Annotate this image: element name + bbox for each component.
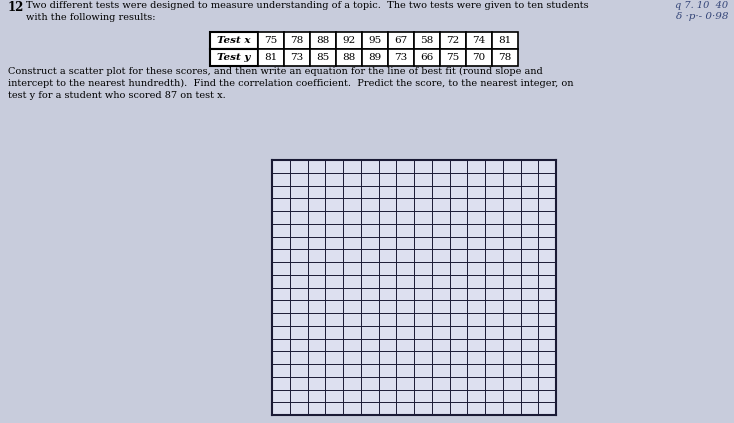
Text: intercept to the nearest hundredth).  Find the correlation coefficient.  Predict: intercept to the nearest hundredth). Fin… xyxy=(8,79,573,88)
Bar xyxy=(492,32,518,49)
Bar xyxy=(492,49,518,66)
Text: 75: 75 xyxy=(446,53,459,62)
Text: q 7. 10  40: q 7. 10 40 xyxy=(675,1,728,10)
Bar xyxy=(440,32,466,49)
Bar xyxy=(284,32,310,49)
Text: 66: 66 xyxy=(421,53,434,62)
Text: 78: 78 xyxy=(291,36,304,45)
Text: with the following results:: with the following results: xyxy=(26,13,156,22)
Bar xyxy=(336,49,362,66)
Bar xyxy=(310,49,336,66)
Bar xyxy=(388,49,414,66)
Bar xyxy=(440,49,466,66)
Bar xyxy=(466,32,492,49)
Text: 92: 92 xyxy=(342,36,356,45)
Bar xyxy=(258,49,284,66)
Bar xyxy=(388,32,414,49)
Bar xyxy=(362,32,388,49)
Text: 88: 88 xyxy=(316,36,330,45)
Bar xyxy=(210,32,258,49)
Text: 67: 67 xyxy=(394,36,407,45)
Text: 73: 73 xyxy=(291,53,304,62)
Text: δ ·p·- 0·98: δ ·p·- 0·98 xyxy=(675,12,728,21)
Text: 89: 89 xyxy=(368,53,382,62)
Text: 74: 74 xyxy=(473,36,486,45)
Text: Construct a scatter plot for these scores, and then write an equation for the li: Construct a scatter plot for these score… xyxy=(8,67,542,76)
Text: 85: 85 xyxy=(316,53,330,62)
Bar xyxy=(258,32,284,49)
Text: 95: 95 xyxy=(368,36,382,45)
Bar xyxy=(414,49,440,66)
Text: 81: 81 xyxy=(264,53,277,62)
Text: 78: 78 xyxy=(498,53,512,62)
Text: Two different tests were designed to measure understanding of a topic.  The two : Two different tests were designed to mea… xyxy=(26,1,589,10)
Bar xyxy=(284,49,310,66)
Text: Test x: Test x xyxy=(217,36,251,45)
Text: 81: 81 xyxy=(498,36,512,45)
Text: 72: 72 xyxy=(446,36,459,45)
Bar xyxy=(466,49,492,66)
Text: 75: 75 xyxy=(264,36,277,45)
Text: 12: 12 xyxy=(8,1,24,14)
Bar xyxy=(272,160,556,415)
Bar xyxy=(362,49,388,66)
Text: 88: 88 xyxy=(342,53,356,62)
Text: 58: 58 xyxy=(421,36,434,45)
Text: Test y: Test y xyxy=(217,53,251,62)
Text: 73: 73 xyxy=(394,53,407,62)
Bar xyxy=(310,32,336,49)
Text: test y for a student who scored 87 on test x.: test y for a student who scored 87 on te… xyxy=(8,91,226,100)
Bar xyxy=(414,32,440,49)
Bar xyxy=(210,49,258,66)
Text: 70: 70 xyxy=(473,53,486,62)
Bar xyxy=(336,32,362,49)
